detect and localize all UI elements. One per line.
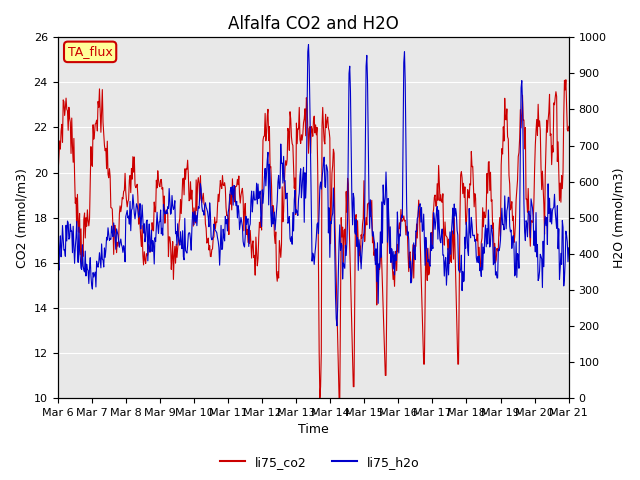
Y-axis label: H2O (mmol/m3): H2O (mmol/m3) (612, 168, 625, 268)
X-axis label: Time: Time (298, 423, 328, 436)
Title: Alfalfa CO2 and H2O: Alfalfa CO2 and H2O (228, 15, 399, 33)
Legend: li75_co2, li75_h2o: li75_co2, li75_h2o (215, 451, 425, 474)
Y-axis label: CO2 (mmol/m3): CO2 (mmol/m3) (15, 168, 28, 267)
Text: TA_flux: TA_flux (68, 46, 113, 59)
